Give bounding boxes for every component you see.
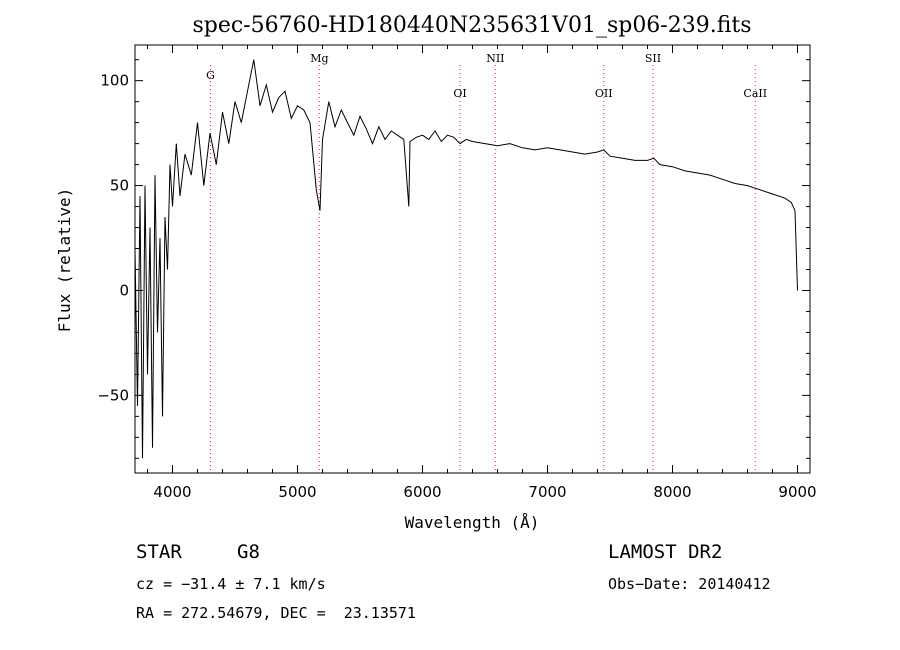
object-subclass: G8 (237, 541, 260, 563)
line-marker-label: CaII (743, 87, 767, 100)
emission-line-markers: G Mg OI NII OII SII CaII (206, 52, 767, 473)
x-tick-label: 5000 (278, 483, 316, 501)
line-marker-label: OI (453, 87, 466, 100)
line-marker-label: OII (595, 87, 613, 100)
line-marker-label: SII (645, 52, 661, 65)
y-tick-label: 50 (110, 177, 129, 195)
x-tick-label: 4000 (153, 483, 191, 501)
coordinates: RA = 272.54679, DEC = 23.13571 (136, 604, 416, 622)
x-tick-label: 8000 (653, 483, 691, 501)
chart-title: spec-56760-HD180440N235631V01_sp06-239.f… (192, 13, 751, 38)
plot-frame (134, 44, 811, 474)
redshift-cz: cz = −31.4 ± 7.1 km/s (136, 575, 326, 593)
x-tick-label: 6000 (403, 483, 441, 501)
axis-ticks: 4000 5000 6000 7000 8000 9000 −50 0 50 100 (97, 45, 817, 501)
spectrum-line (134, 59, 798, 459)
plot-border (134, 44, 811, 474)
x-axis-label: Wavelength (Å) (405, 513, 540, 532)
y-tick-label: 0 (119, 281, 129, 299)
y-tick-label: 100 (100, 72, 129, 90)
observation-date: Obs−Date: 20140412 (608, 575, 771, 593)
survey-name: LAMOST DR2 (608, 541, 723, 563)
line-marker-label: Mg (310, 52, 328, 65)
line-marker-label: NII (486, 52, 504, 65)
x-tick-label: 9000 (778, 483, 816, 501)
spectrum-series (134, 59, 798, 459)
y-tick-label: −50 (97, 386, 129, 404)
object-class: STAR (136, 541, 182, 563)
x-tick-label: 7000 (528, 483, 566, 501)
y-axis-label: Flux (relative) (55, 188, 74, 333)
line-marker-label: G (206, 69, 215, 82)
